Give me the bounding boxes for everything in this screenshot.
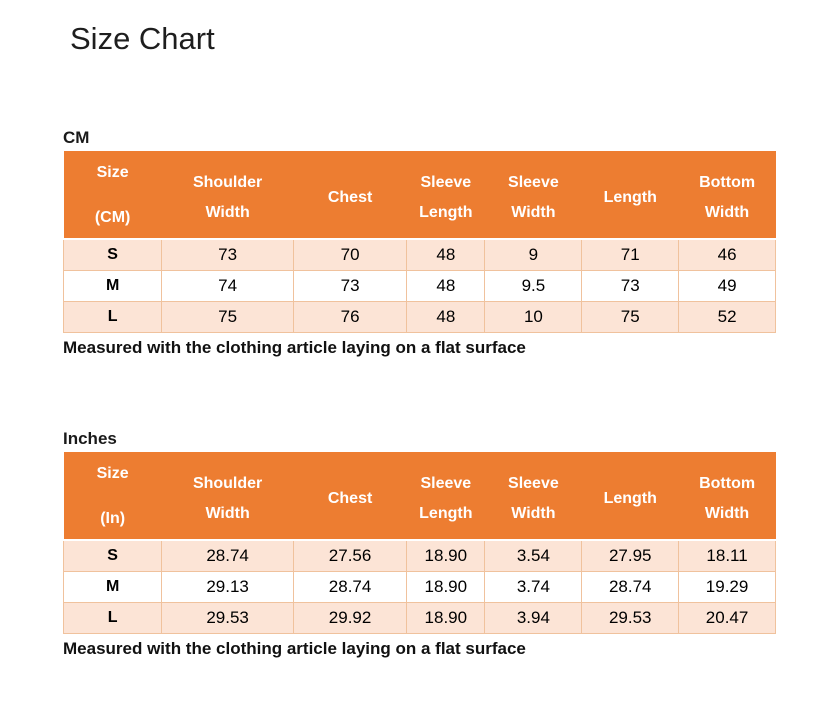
header-chest: Chest bbox=[293, 452, 407, 542]
header-line: Size bbox=[96, 464, 129, 482]
cell-value: 75 bbox=[161, 301, 294, 334]
cell-value: 75 bbox=[581, 301, 680, 334]
cell-value: 29.53 bbox=[161, 602, 294, 635]
cell-value: 71 bbox=[581, 238, 680, 272]
cell-value: 27.56 bbox=[292, 539, 408, 573]
cell-value: 48 bbox=[406, 238, 486, 272]
header-sleeve-length: Sleeve Length bbox=[406, 452, 485, 542]
header-sleeve-width: Sleeve Width bbox=[484, 151, 582, 241]
cell-value: 19.29 bbox=[678, 571, 776, 604]
header-line: Width bbox=[704, 204, 750, 222]
header-line: Length bbox=[419, 204, 473, 222]
header-row: Size (CM) Shoulder Width Chest Sleeve Le… bbox=[63, 151, 776, 241]
cell-value: 27.95 bbox=[581, 539, 680, 573]
header-line: Sleeve bbox=[508, 475, 559, 493]
header-line: Length bbox=[603, 490, 657, 508]
cell-value: 46 bbox=[678, 238, 776, 272]
header-line: Shoulder bbox=[192, 475, 263, 493]
cell-value: 20.47 bbox=[678, 602, 776, 635]
header-shoulder-width: Shoulder Width bbox=[161, 151, 294, 241]
header-line: Sleeve bbox=[420, 475, 472, 493]
cell-value: 18.90 bbox=[406, 571, 486, 604]
cell-value: 52 bbox=[678, 301, 776, 334]
cell-value: 3.54 bbox=[484, 539, 583, 573]
header-line: Size bbox=[96, 163, 129, 181]
cell-value: 28.74 bbox=[292, 571, 408, 604]
measurement-note: Measured with the clothing article layin… bbox=[63, 338, 526, 358]
table-row-m: M 29.13 28.74 18.90 3.74 28.74 19.29 bbox=[62, 571, 776, 604]
cell-value: 9 bbox=[484, 238, 583, 272]
header-line: Length bbox=[419, 505, 473, 523]
cell-value: 76 bbox=[292, 301, 408, 334]
cell-value: 48 bbox=[406, 270, 486, 303]
table-row-l: L 75 76 48 10 75 52 bbox=[62, 301, 776, 334]
header-line: Width bbox=[511, 204, 556, 222]
header-line: Chest bbox=[327, 189, 373, 207]
table-row-l: L 29.53 29.92 18.90 3.94 29.53 20.47 bbox=[62, 602, 776, 635]
cell-size: L bbox=[62, 301, 163, 334]
cell-value: 29.53 bbox=[581, 602, 680, 635]
cm-section: CM Size (CM) Shoulder Width Ches bbox=[62, 128, 776, 358]
cell-size: L bbox=[62, 602, 163, 635]
table-row-s: S 28.74 27.56 18.90 3.54 27.95 18.11 bbox=[62, 539, 776, 573]
header-bottom-width: Bottom Width bbox=[678, 151, 776, 241]
header-length: Length bbox=[581, 151, 679, 241]
cell-value: 28.74 bbox=[581, 571, 680, 604]
header-chest: Chest bbox=[293, 151, 407, 241]
header-line: (CM) bbox=[94, 208, 131, 226]
header-line: Sleeve bbox=[508, 174, 559, 192]
header-line: Sleeve bbox=[420, 174, 472, 192]
size-table-cm: Size (CM) Shoulder Width Chest Sleeve Le… bbox=[62, 151, 776, 334]
cell-value: 73 bbox=[292, 270, 408, 303]
cell-value: 74 bbox=[161, 270, 294, 303]
header-bottom-width: Bottom Width bbox=[678, 452, 776, 542]
header-line: Width bbox=[511, 505, 556, 523]
cell-value: 73 bbox=[161, 238, 294, 272]
header-row: Size (In) Shoulder Width Chest Sleeve Le… bbox=[63, 452, 776, 542]
header-sleeve-width: Sleeve Width bbox=[484, 452, 582, 542]
header-sleeve-length: Sleeve Length bbox=[406, 151, 485, 241]
header-line: Width bbox=[704, 505, 750, 523]
cell-value: 29.13 bbox=[161, 571, 294, 604]
header-length: Length bbox=[581, 452, 679, 542]
cell-value: 18.90 bbox=[406, 602, 486, 635]
header-size: Size (CM) bbox=[63, 151, 162, 241]
header-line: Chest bbox=[327, 490, 373, 508]
size-table-inches: Size (In) Shoulder Width Chest Sleeve Le… bbox=[62, 452, 776, 635]
cell-value: 18.90 bbox=[406, 539, 486, 573]
cell-value: 73 bbox=[581, 270, 680, 303]
cell-value: 9.5 bbox=[484, 270, 583, 303]
table-label-inches: Inches bbox=[63, 429, 117, 449]
table-row-m: M 74 73 48 9.5 73 49 bbox=[62, 270, 776, 303]
cell-value: 49 bbox=[678, 270, 776, 303]
page-title: Size Chart bbox=[70, 21, 215, 56]
table-label-cm: CM bbox=[63, 128, 90, 148]
header-line: Bottom bbox=[699, 475, 756, 493]
header-line: (In) bbox=[100, 509, 126, 527]
cell-value: 18.11 bbox=[678, 539, 776, 573]
cell-size: S bbox=[62, 238, 163, 272]
header-line: Width bbox=[205, 204, 250, 222]
cell-value: 29.92 bbox=[292, 602, 408, 635]
cell-size: S bbox=[62, 539, 163, 573]
cell-value: 3.94 bbox=[484, 602, 583, 635]
header-size: Size (In) bbox=[63, 452, 162, 542]
cell-value: 10 bbox=[484, 301, 583, 334]
cell-value: 3.74 bbox=[484, 571, 583, 604]
cell-value: 70 bbox=[292, 238, 408, 272]
measurement-note: Measured with the clothing article layin… bbox=[63, 639, 526, 659]
header-line: Shoulder bbox=[192, 174, 263, 192]
header-shoulder-width: Shoulder Width bbox=[161, 452, 294, 542]
cell-size: M bbox=[62, 571, 163, 604]
inches-section: Inches Size (In) Shoulder Width bbox=[62, 429, 776, 659]
cell-size: M bbox=[62, 270, 163, 303]
cell-value: 28.74 bbox=[161, 539, 294, 573]
header-line: Width bbox=[205, 505, 250, 523]
header-line: Length bbox=[603, 189, 657, 207]
table-row-s: S 73 70 48 9 71 46 bbox=[62, 238, 776, 272]
cell-value: 48 bbox=[406, 301, 486, 334]
header-line: Bottom bbox=[699, 174, 756, 192]
